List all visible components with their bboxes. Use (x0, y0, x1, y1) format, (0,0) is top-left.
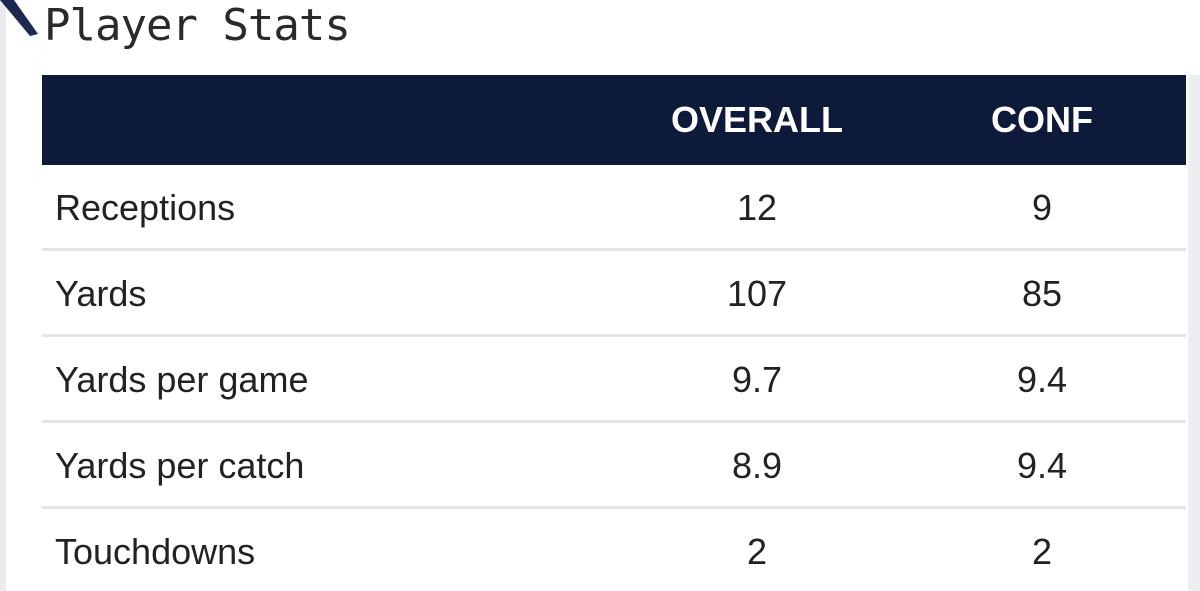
stat-label: Receptions (55, 187, 236, 228)
table-row: Yards per game 9.7 9.4 (42, 337, 1186, 423)
left-border (0, 0, 6, 591)
column-header-conf[interactable]: CONF (991, 99, 1093, 140)
arrow-corner-icon (0, 0, 38, 36)
overall-value: 8.9 (731, 445, 783, 486)
overall-value: 107 (726, 273, 788, 314)
stat-label: Yards per catch (55, 445, 305, 486)
table-row: Yards per catch 8.9 9.4 (42, 423, 1186, 509)
stat-label: Yards per game (55, 359, 309, 400)
conf-value: 2 (1031, 531, 1053, 572)
table-header-row: OVERALL CONF (42, 75, 1186, 165)
overall-value: 2 (746, 531, 768, 572)
table-row: Receptions 12 9 (42, 165, 1186, 251)
conf-value: 9.4 (1016, 445, 1068, 486)
table-row: Touchdowns 2 2 (42, 509, 1186, 591)
overall-value: 9.7 (731, 359, 783, 400)
page-title: Player Stats (44, 0, 351, 51)
table-row: Yards 107 85 (42, 251, 1186, 337)
stats-table: OVERALL CONF Receptions 12 9 Yards 107 8… (42, 75, 1186, 591)
scrollbar-track[interactable] (1188, 75, 1200, 591)
conf-value: 9 (1031, 187, 1053, 228)
conf-value: 9.4 (1016, 359, 1068, 400)
stat-label: Touchdowns (55, 531, 256, 572)
overall-value: 12 (736, 187, 778, 228)
conf-value: 85 (1021, 273, 1063, 314)
column-header-overall[interactable]: OVERALL (670, 99, 843, 140)
stat-label: Yards (55, 273, 147, 314)
